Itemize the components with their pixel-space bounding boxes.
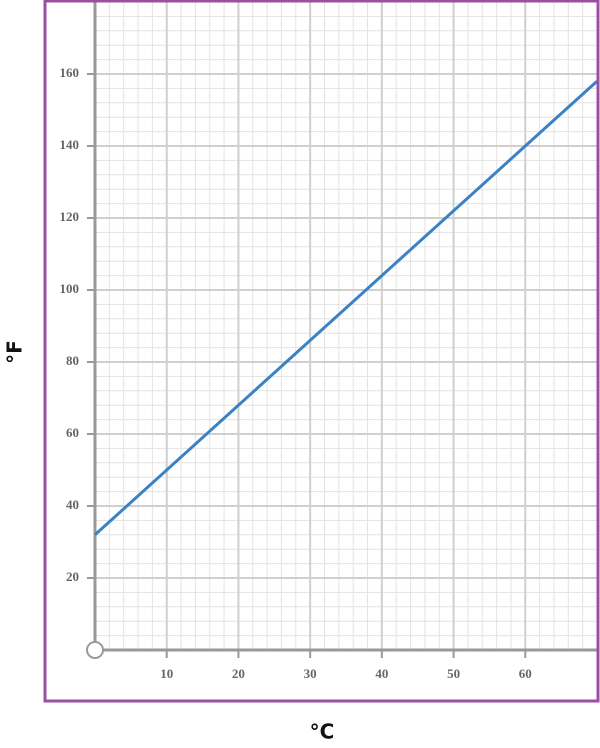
x-tick-label: 20: [232, 666, 245, 681]
y-tick-label: 160: [60, 65, 80, 80]
y-tick-label: 40: [66, 497, 79, 512]
y-tick-label: 120: [60, 209, 80, 224]
x-tick-label: 50: [447, 666, 460, 681]
x-tick-label: 60: [519, 666, 532, 681]
y-tick-label: 20: [66, 569, 79, 584]
y-tick-label: 60: [66, 425, 79, 440]
data-line: [93, 80, 599, 536]
y-tick-label: 100: [60, 281, 80, 296]
x-axis-label: °C: [310, 720, 335, 744]
x-tick-label: 40: [375, 666, 388, 681]
y-tick-label: 80: [66, 353, 79, 368]
y-axis-label: °F: [3, 340, 27, 364]
x-tick-label: 30: [304, 666, 317, 681]
y-tick-label: 140: [60, 137, 80, 152]
frame: [43, 0, 600, 703]
x-tick-label: 10: [160, 666, 173, 681]
origin-marker: [86, 641, 104, 659]
